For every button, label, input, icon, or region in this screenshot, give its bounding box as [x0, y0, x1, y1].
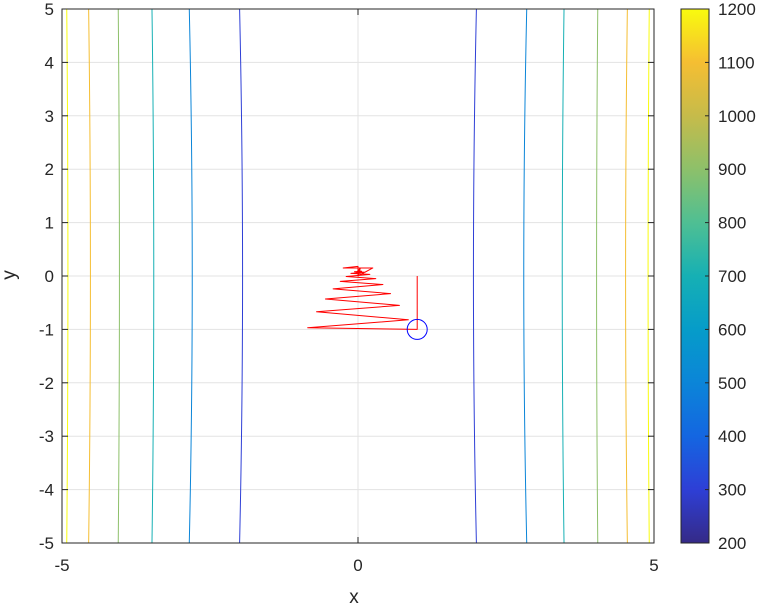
colorbar-tick-label: 1200: [718, 0, 756, 19]
colorbar-tick-label: 400: [718, 427, 746, 446]
path-layer: [307, 265, 428, 340]
y-tick-label: -3: [39, 427, 54, 446]
colorbar: [680, 8, 710, 544]
contour-line: [151, 9, 155, 543]
colorbar-tick-label: 200: [718, 534, 746, 553]
optimization-path: [307, 265, 418, 330]
contour-line: [188, 9, 193, 543]
x-axis-label: x: [349, 587, 359, 606]
colorbar-tick-label: 800: [718, 214, 746, 233]
contour-line: [625, 9, 628, 543]
contour-line: [88, 9, 91, 543]
contour-line: [239, 9, 244, 543]
x-tick-label: 5: [649, 556, 658, 575]
contour-line: [561, 9, 565, 543]
start-point-marker: [406, 318, 428, 340]
y-tick-label: 1: [45, 214, 54, 233]
x-tick-label: -5: [54, 556, 69, 575]
y-tick-label: 3: [45, 107, 54, 126]
colorbar-tick-label: 600: [718, 320, 746, 339]
y-tick-label: 0: [45, 267, 54, 286]
y-tick-label: -1: [39, 320, 54, 339]
contour-line: [472, 9, 477, 543]
colorbar-tick-label: 900: [718, 160, 746, 179]
x-tick-label: 0: [353, 556, 362, 575]
colorbar-tick-label: 1000: [718, 107, 756, 126]
y-axis-label: y: [0, 270, 20, 280]
y-tick-label: 4: [45, 53, 54, 72]
colorbar-tick-label: 300: [718, 481, 746, 500]
contour-line: [117, 9, 120, 543]
colorbar-tick-label: 700: [718, 267, 746, 286]
y-tick-label: -4: [39, 481, 54, 500]
contour-lines: [66, 9, 650, 543]
colorbar-ticks: 200 300 400 500 600 700 800 900 1000 1100 1200: [705, 0, 756, 553]
y-tick-label: -5: [39, 534, 54, 553]
contour-line: [523, 9, 528, 543]
axis-ticks: -5 0 5 -5 -4 -3 -2 -1 0 1 2 3 4 5: [39, 0, 659, 575]
colorbar-tick-label: 1100: [718, 53, 755, 72]
y-tick-label: 5: [45, 0, 54, 19]
contour-line: [596, 9, 599, 543]
colorbar-tick-label: 500: [718, 374, 746, 393]
y-tick-label: -2: [39, 374, 54, 393]
y-tick-label: 2: [45, 160, 54, 179]
